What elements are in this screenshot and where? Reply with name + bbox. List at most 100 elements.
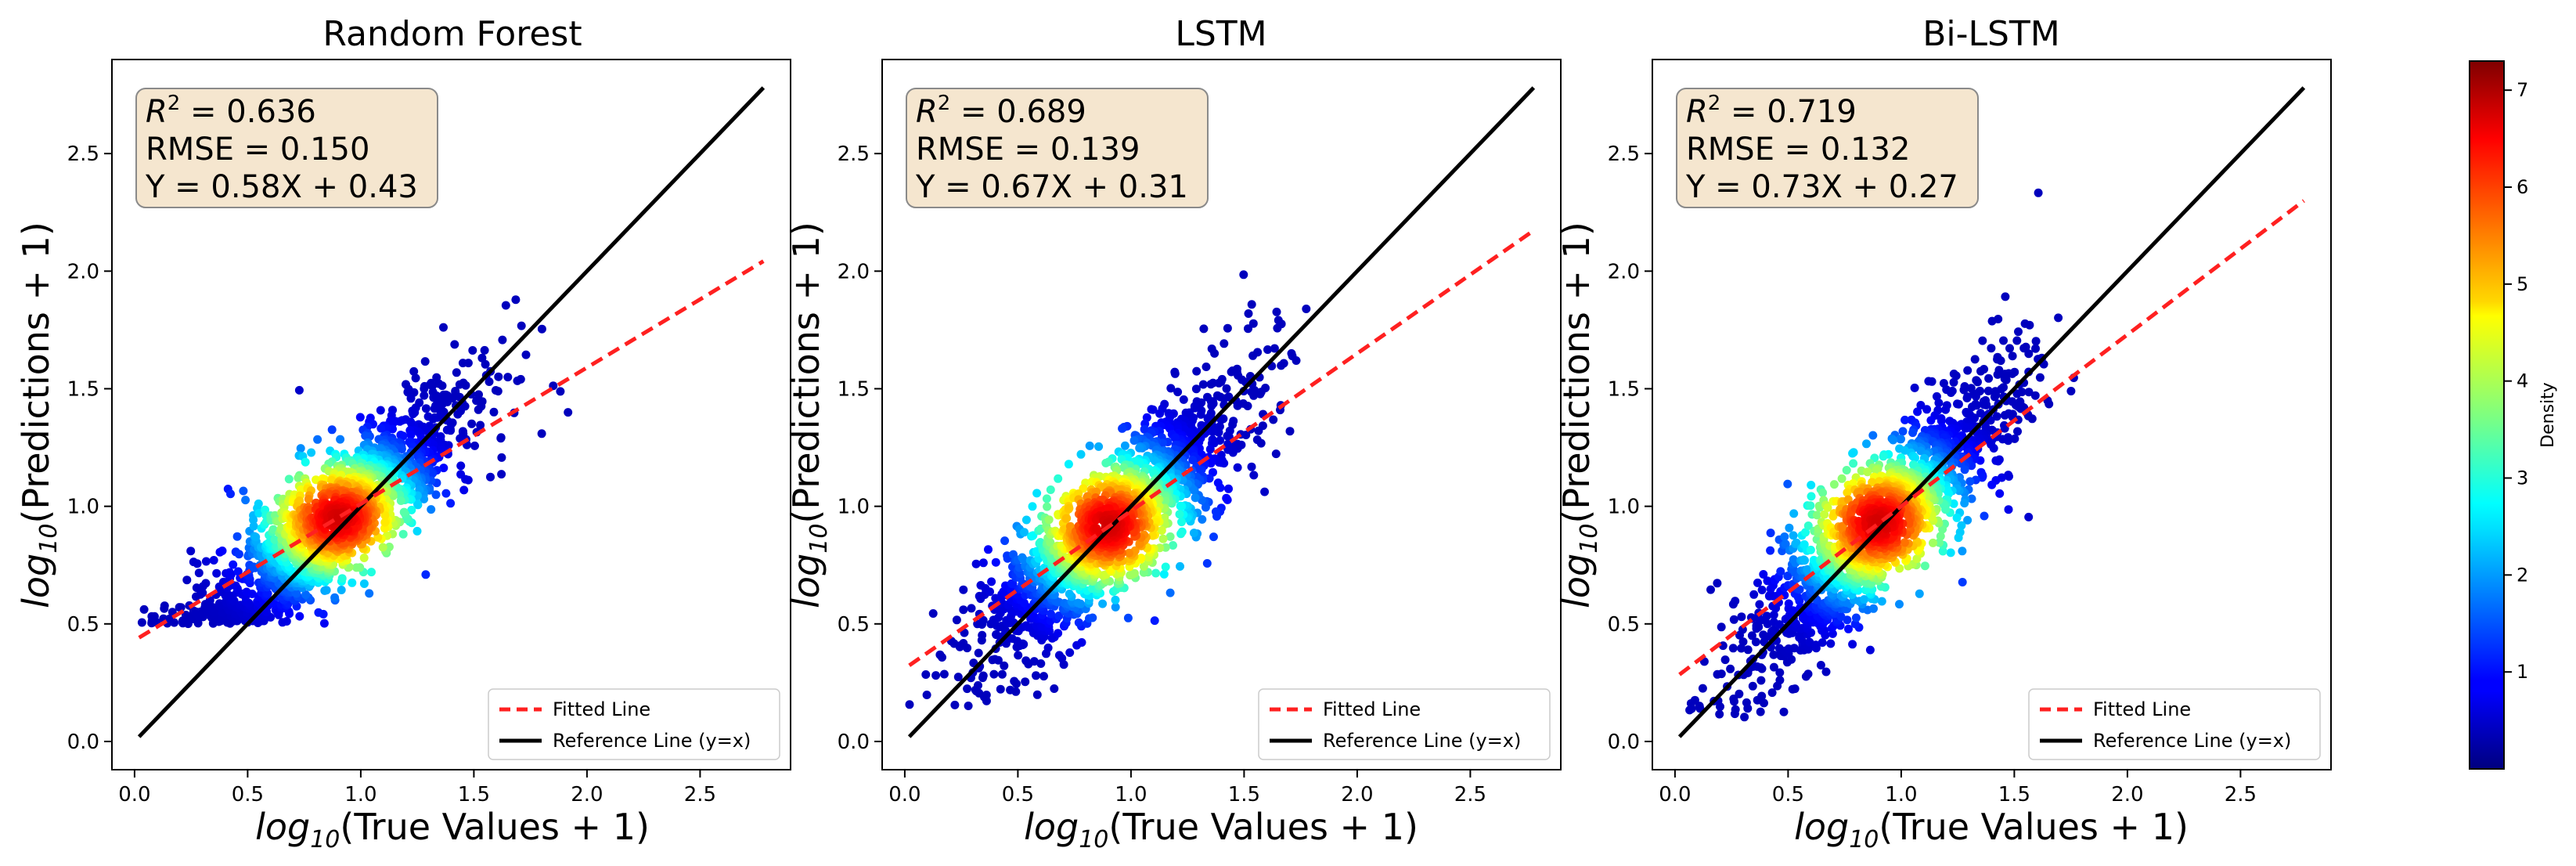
panel-title: Bi-LSTM xyxy=(1922,14,2060,54)
scatter-point xyxy=(1233,401,1242,410)
x-tick-label: 2.5 xyxy=(684,783,716,806)
scatter-point xyxy=(307,448,316,457)
scatter-point xyxy=(420,391,429,400)
scatter-point xyxy=(2014,327,2023,337)
scatter-point xyxy=(2035,373,2045,382)
scatter-point xyxy=(301,457,310,467)
scatter-point xyxy=(974,648,983,658)
scatter-point xyxy=(1088,613,1097,622)
legend: Fitted Line Reference Line (y=x) xyxy=(488,688,780,760)
scatter-point xyxy=(1202,559,1212,568)
r2-text: R2 = 0.636 xyxy=(146,92,316,130)
scatter-point xyxy=(336,435,345,444)
scatter-point xyxy=(470,441,479,450)
x-tick-label: 1.0 xyxy=(1115,783,1147,806)
scatter-point xyxy=(2013,427,2022,436)
legend-fitted-label: Fitted Line xyxy=(553,698,650,720)
scatter-point xyxy=(1019,555,1029,565)
scatter-point xyxy=(496,434,506,443)
scatter-point xyxy=(474,405,483,414)
scatter-point xyxy=(406,430,416,439)
scatter-point xyxy=(1706,585,1715,594)
scatter-point xyxy=(208,603,218,612)
x-tick-label: 2.5 xyxy=(1454,783,1486,806)
scatter-point xyxy=(137,618,146,627)
legend-reference-label: Reference Line (y=x) xyxy=(553,730,751,752)
scatter-point xyxy=(365,589,374,598)
scatter-point xyxy=(1272,307,1281,316)
scatter-point xyxy=(348,578,357,587)
scatter-point xyxy=(1227,367,1236,377)
scatter-point xyxy=(229,560,238,569)
scatter-point xyxy=(1238,375,1247,384)
scatter-point xyxy=(254,499,263,508)
scatter-point xyxy=(1952,513,1962,522)
scatter-point xyxy=(1818,488,1828,497)
scatter-point xyxy=(1756,663,1765,673)
scatter-point xyxy=(922,691,931,699)
scatter-point xyxy=(1008,579,1018,589)
scatter-point xyxy=(406,394,416,403)
scatter-point xyxy=(1065,503,1074,513)
scatter-point xyxy=(1851,613,1861,622)
scatter-point xyxy=(1789,531,1798,540)
scatter-point xyxy=(380,518,390,527)
scatter-point xyxy=(1849,459,1858,468)
scatter-point xyxy=(1726,664,1735,673)
scatter-point xyxy=(327,425,337,435)
scatter-point xyxy=(322,586,331,595)
plot-frame xyxy=(111,59,791,770)
scatter-point xyxy=(376,406,385,415)
scatter-point xyxy=(964,702,973,710)
scatter-point xyxy=(1941,405,1951,414)
scatter-point xyxy=(1170,369,1180,378)
scatter-point xyxy=(380,511,390,520)
y-tick-label: 1.5 xyxy=(838,377,870,401)
scatter-point xyxy=(1047,609,1055,619)
scatter-point xyxy=(1254,426,1263,435)
x-tick-label: 1.0 xyxy=(344,783,376,806)
scatter-point xyxy=(1803,669,1813,679)
scatter-point xyxy=(1032,671,1040,680)
scatter-point xyxy=(2020,319,2030,328)
scatter-point xyxy=(452,368,461,377)
scatter-point xyxy=(1260,487,1270,496)
scatter-point xyxy=(1159,569,1169,579)
scatter-point xyxy=(1000,536,1010,546)
scatter-point xyxy=(476,420,485,430)
scatter-point xyxy=(1973,377,1982,387)
scatter-point xyxy=(1978,336,1987,345)
scatter-point xyxy=(1054,651,1064,660)
scatter-point xyxy=(556,387,565,396)
scatter-point xyxy=(511,295,521,305)
panel-title: Random Forest xyxy=(322,14,582,54)
scatter-point xyxy=(270,535,279,544)
scatter-point xyxy=(498,335,507,345)
scatter-point xyxy=(1123,613,1133,622)
scatter-point xyxy=(312,475,321,485)
scatter-point xyxy=(441,489,451,498)
scatter-point xyxy=(1896,435,1905,444)
scatter-point xyxy=(952,615,961,625)
scatter-point xyxy=(1046,485,1055,494)
scatter-point xyxy=(1862,439,1871,449)
scatter-point xyxy=(1960,465,1969,474)
scatter-point xyxy=(1995,489,2005,498)
scatter-point xyxy=(1929,538,1937,547)
scatter-point xyxy=(170,618,179,627)
scatter-point xyxy=(967,604,976,613)
scatter-point xyxy=(537,324,546,334)
scatter-point xyxy=(1922,405,1932,414)
scatter-point xyxy=(494,372,503,381)
scatter-point xyxy=(1783,479,1792,489)
scatter-point xyxy=(1032,489,1042,498)
scatter-point xyxy=(295,612,304,621)
y-tick-label: 1.0 xyxy=(67,496,99,519)
scatter-point xyxy=(420,494,429,503)
scatter-point xyxy=(1043,502,1052,511)
y-tick-label: 0.0 xyxy=(838,731,870,754)
scatter-point xyxy=(1177,518,1186,527)
scatter-point xyxy=(1806,501,1815,511)
scatter-point xyxy=(407,505,416,514)
